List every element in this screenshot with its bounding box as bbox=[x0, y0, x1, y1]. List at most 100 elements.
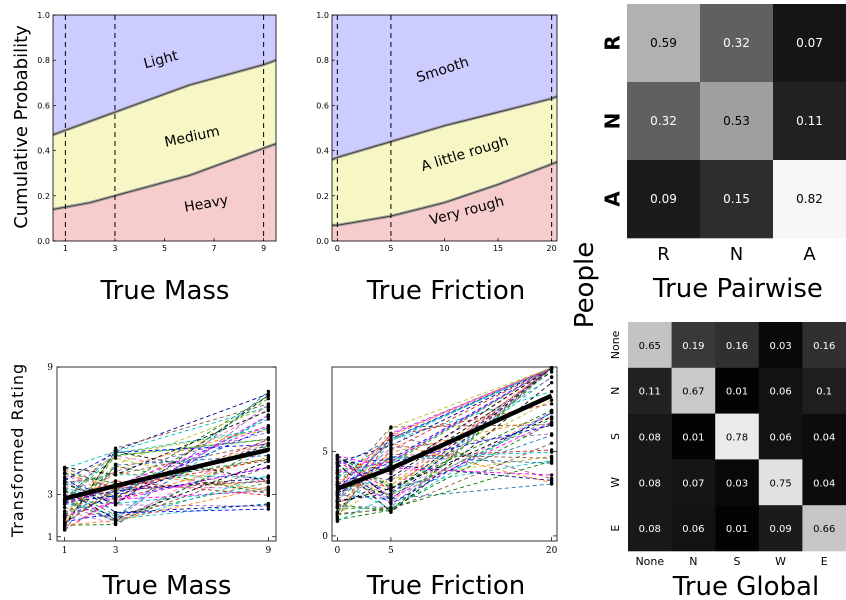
participant-point bbox=[113, 518, 118, 523]
participant-point bbox=[62, 471, 67, 475]
heatmap-ylabel: People bbox=[570, 242, 600, 328]
heatmap-cell bbox=[773, 160, 846, 239]
x-tick-label: 10 bbox=[439, 244, 449, 253]
row-label: N bbox=[601, 113, 625, 130]
heatmap-cell-label: 0.32 bbox=[723, 36, 750, 50]
row-label: W bbox=[609, 477, 622, 488]
participant-point bbox=[266, 423, 271, 428]
participant-point bbox=[335, 476, 340, 480]
heatmap-cell bbox=[700, 4, 774, 83]
participant-point bbox=[266, 393, 271, 398]
participant-point bbox=[266, 453, 271, 458]
band-middle-area bbox=[53, 60, 276, 210]
participant-lines bbox=[62, 389, 271, 532]
participant-point bbox=[62, 465, 67, 470]
heatmap-cell-label: 0.32 bbox=[650, 114, 677, 128]
participant-point bbox=[335, 479, 340, 484]
heatmap-cell-label: 0.82 bbox=[796, 192, 823, 206]
heatmap-cell-label: 0.01 bbox=[726, 387, 748, 398]
participant-point bbox=[549, 476, 554, 481]
participant-point bbox=[266, 490, 271, 494]
heatmap-cell bbox=[671, 459, 716, 506]
participant-line bbox=[64, 391, 269, 520]
heatmap-cell-label: 0.06 bbox=[769, 433, 791, 444]
participant-point bbox=[335, 461, 340, 465]
heatmap-cell-label: 0.78 bbox=[726, 433, 748, 444]
column-label: None bbox=[635, 555, 664, 568]
heatmap-cell bbox=[802, 367, 846, 414]
heatmap-cell bbox=[802, 413, 846, 460]
heatmap-cell-label: 0.08 bbox=[639, 478, 661, 489]
heatmap-cell-label: 0.04 bbox=[813, 433, 835, 444]
participant-line bbox=[337, 483, 552, 500]
participant-point bbox=[266, 389, 271, 394]
row-label: R bbox=[601, 35, 625, 50]
participant-point bbox=[113, 446, 118, 450]
heatmap-cell bbox=[758, 505, 803, 552]
participant-point bbox=[266, 442, 271, 447]
participant-point bbox=[266, 457, 271, 461]
participant-point bbox=[549, 408, 554, 412]
heatmap-cell-label: 0.03 bbox=[726, 478, 748, 489]
participant-line bbox=[337, 371, 552, 508]
band-bottom-area bbox=[53, 143, 276, 241]
participant-line bbox=[64, 438, 269, 502]
heatmap-cell-label: 0.01 bbox=[726, 524, 748, 535]
participant-point bbox=[549, 389, 554, 394]
x-tick-label: 0 bbox=[335, 244, 340, 253]
heatmap-cell-label: 0.66 bbox=[813, 524, 835, 535]
participant-line bbox=[337, 382, 552, 513]
heatmap-cell bbox=[758, 367, 803, 414]
participant-line bbox=[64, 466, 269, 522]
x-tick-label: 1 bbox=[63, 244, 68, 253]
participant-point bbox=[389, 431, 393, 436]
participant-line bbox=[337, 421, 552, 498]
y-tick-label: 0 bbox=[322, 532, 328, 542]
participant-point bbox=[113, 500, 118, 504]
heatmap-cell-label: 0.65 bbox=[639, 341, 661, 352]
heatmap-cell bbox=[758, 459, 803, 506]
x-tick-label: 5 bbox=[388, 244, 393, 253]
y-tick-label: 0.4 bbox=[37, 147, 50, 156]
heatmap-cell bbox=[628, 322, 672, 369]
participant-point bbox=[113, 503, 118, 507]
participant-point bbox=[389, 439, 393, 443]
participant-point bbox=[266, 503, 271, 507]
participant-point bbox=[266, 475, 271, 480]
participant-point bbox=[389, 452, 393, 457]
heatmap-cell bbox=[758, 322, 803, 369]
participant-point bbox=[113, 511, 118, 515]
participant-point bbox=[549, 461, 554, 465]
y-tick-label: 0.2 bbox=[316, 192, 329, 201]
participant-point bbox=[62, 514, 67, 518]
participant-point bbox=[389, 478, 393, 483]
y-tick-label: 0.0 bbox=[316, 237, 329, 246]
mean-trend-line bbox=[336, 393, 553, 491]
band-label: Heavy bbox=[183, 192, 229, 215]
heatmap-cell bbox=[671, 322, 716, 369]
x-tick-label: 7 bbox=[212, 244, 217, 253]
participant-point bbox=[266, 465, 271, 469]
participant-point bbox=[335, 510, 340, 514]
column-label: A bbox=[803, 244, 816, 265]
y-tick-label: 5 bbox=[322, 447, 328, 457]
participant-line bbox=[64, 508, 269, 523]
participant-line bbox=[64, 480, 269, 500]
column-label: W bbox=[775, 555, 786, 568]
heatmap-cell bbox=[773, 4, 846, 83]
participant-point bbox=[389, 486, 393, 491]
participant-point bbox=[389, 448, 393, 452]
y-tick-label: 1.0 bbox=[316, 11, 329, 20]
mass-rating-xlabel: True Mass bbox=[102, 571, 232, 600]
column-label: E bbox=[821, 555, 828, 568]
participant-point bbox=[266, 485, 271, 489]
participant-point bbox=[549, 433, 554, 438]
row-label: A bbox=[601, 191, 625, 207]
participant-point bbox=[266, 413, 271, 417]
participant-point bbox=[266, 436, 271, 440]
participant-point bbox=[113, 450, 118, 455]
participant-point bbox=[549, 370, 554, 374]
participant-point bbox=[335, 519, 340, 523]
